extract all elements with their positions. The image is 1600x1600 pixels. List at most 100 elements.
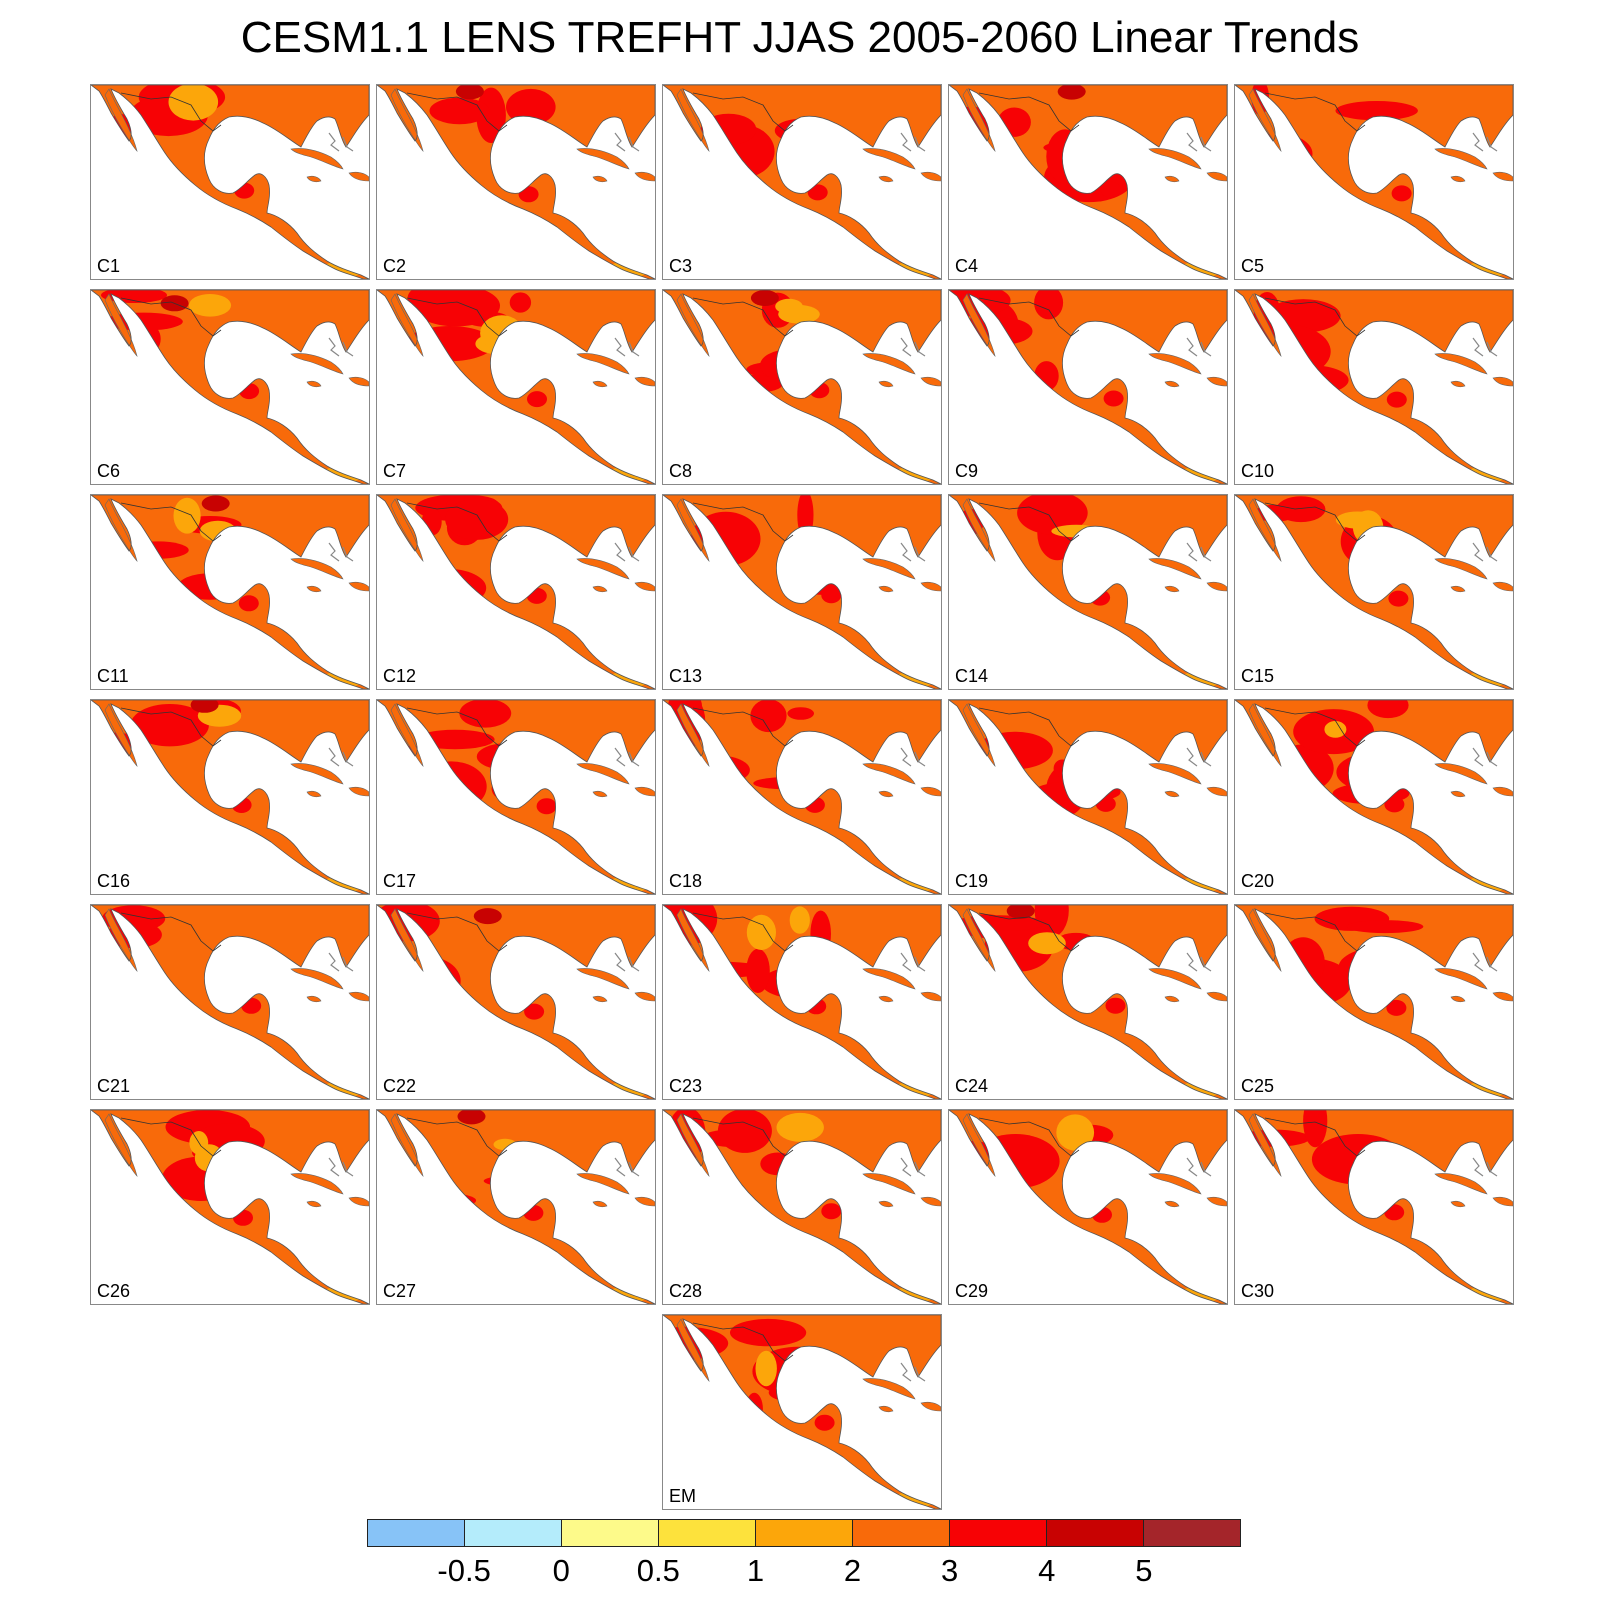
country-border bbox=[120, 1117, 222, 1157]
warm-trend-area bbox=[405, 568, 487, 608]
caribbean-island bbox=[1434, 353, 1488, 375]
caribbean-island bbox=[1206, 1196, 1227, 1207]
coastline bbox=[91, 905, 369, 1099]
baja-peninsula bbox=[390, 1113, 424, 1177]
warm-trend-area bbox=[1391, 185, 1412, 202]
bahamas-islands bbox=[328, 952, 354, 972]
caribbean-island bbox=[348, 376, 369, 387]
caribbean-island bbox=[878, 1405, 894, 1413]
coastline bbox=[663, 905, 941, 1099]
warm-trend-area bbox=[806, 998, 827, 1015]
baja-peninsula bbox=[104, 908, 138, 972]
panel-label: C7 bbox=[383, 461, 407, 481]
warm-trend-area bbox=[774, 118, 826, 143]
warm-trend-area bbox=[526, 587, 547, 604]
warm-trend-area bbox=[1238, 1129, 1310, 1147]
map-plot bbox=[91, 290, 369, 484]
warm-trend-area bbox=[1367, 700, 1409, 719]
warm-trend-area bbox=[1281, 937, 1325, 988]
warm-trend-area bbox=[1095, 795, 1116, 812]
warm-trend-area bbox=[785, 330, 854, 360]
baja-peninsula bbox=[962, 293, 996, 357]
warm-trend-area bbox=[810, 910, 831, 958]
caribbean-island bbox=[1492, 376, 1513, 387]
caribbean-island bbox=[290, 148, 344, 170]
caribbean-island bbox=[1450, 175, 1466, 183]
coastline bbox=[663, 85, 941, 279]
baja-peninsula bbox=[962, 498, 996, 562]
land-trend-field bbox=[949, 85, 1227, 279]
warm-trend-area bbox=[991, 321, 1010, 339]
caribbean-island bbox=[348, 581, 369, 592]
caribbean-island bbox=[878, 585, 894, 593]
colorbar-box bbox=[950, 1520, 1047, 1546]
map-panel: EM bbox=[662, 1314, 942, 1510]
cool-trend-area bbox=[1056, 1114, 1095, 1151]
warm-trend-area bbox=[1105, 997, 1126, 1014]
country-border bbox=[978, 92, 1080, 132]
caribbean-island bbox=[634, 581, 655, 592]
caribbean-island bbox=[1164, 1200, 1180, 1208]
caribbean-island bbox=[1450, 585, 1466, 593]
land-trend-field bbox=[377, 85, 655, 279]
country-border bbox=[120, 92, 222, 132]
warm-trend-area bbox=[177, 573, 243, 600]
warm-trend-area bbox=[1017, 495, 1088, 535]
bahamas-islands bbox=[328, 747, 354, 767]
warm-trend-area bbox=[1235, 767, 1309, 785]
hot-trend-area bbox=[457, 1110, 486, 1125]
map-plot bbox=[91, 495, 369, 689]
country-border bbox=[406, 92, 508, 132]
bahamas-islands bbox=[328, 337, 354, 357]
warm-trend-area bbox=[130, 704, 209, 747]
panel-label: C12 bbox=[383, 666, 417, 686]
baja-peninsula bbox=[676, 1318, 710, 1382]
caribbean-island bbox=[1164, 175, 1180, 183]
warm-trend-area bbox=[1335, 101, 1418, 121]
map-plot bbox=[1235, 290, 1513, 484]
warm-trend-area bbox=[1388, 590, 1409, 607]
map-plot bbox=[1235, 905, 1513, 1099]
caribbean-island bbox=[1434, 763, 1488, 785]
warm-trend-area bbox=[750, 700, 787, 733]
baja-peninsula bbox=[1248, 498, 1282, 562]
country-border bbox=[692, 92, 794, 132]
map-panel: C16 bbox=[90, 699, 370, 895]
map-panel: C6 bbox=[90, 289, 370, 485]
map-plot bbox=[949, 905, 1227, 1099]
caribbean-island bbox=[862, 1378, 916, 1400]
bahamas-islands bbox=[1472, 1157, 1498, 1177]
coastline bbox=[377, 85, 655, 279]
coastline bbox=[91, 85, 369, 279]
country-border bbox=[692, 502, 794, 542]
warm-trend-area bbox=[100, 559, 167, 607]
map-panel: C2 bbox=[376, 84, 656, 280]
warm-trend-area bbox=[797, 495, 814, 540]
map-panel: C28 bbox=[662, 1109, 942, 1305]
coastline bbox=[1235, 905, 1513, 1099]
map-plot bbox=[377, 495, 655, 689]
country-border bbox=[1264, 912, 1366, 952]
land-trend-field bbox=[377, 1110, 655, 1304]
colorbar-box bbox=[659, 1520, 756, 1546]
country-border bbox=[406, 297, 508, 337]
hot-trend-area bbox=[473, 908, 502, 925]
warm-trend-area bbox=[753, 777, 822, 790]
caribbean-island bbox=[878, 995, 894, 1003]
warm-trend-area bbox=[1034, 290, 1064, 320]
caribbean-island bbox=[920, 1196, 941, 1207]
bahamas-islands bbox=[328, 1157, 354, 1177]
country-border bbox=[692, 1117, 794, 1157]
caribbean-island bbox=[1164, 585, 1180, 593]
warm-trend-area bbox=[1386, 999, 1407, 1016]
warm-trend-area bbox=[671, 547, 696, 564]
map-plot bbox=[663, 700, 941, 894]
caribbean-island bbox=[1164, 995, 1180, 1003]
land-trend-field bbox=[949, 905, 1227, 1099]
caribbean-island bbox=[1492, 581, 1513, 592]
land-trend-field bbox=[91, 85, 369, 279]
warm-trend-area bbox=[1386, 391, 1407, 408]
map-plot bbox=[377, 85, 655, 279]
caribbean-island bbox=[592, 1200, 608, 1208]
baja-peninsula bbox=[1248, 908, 1282, 972]
